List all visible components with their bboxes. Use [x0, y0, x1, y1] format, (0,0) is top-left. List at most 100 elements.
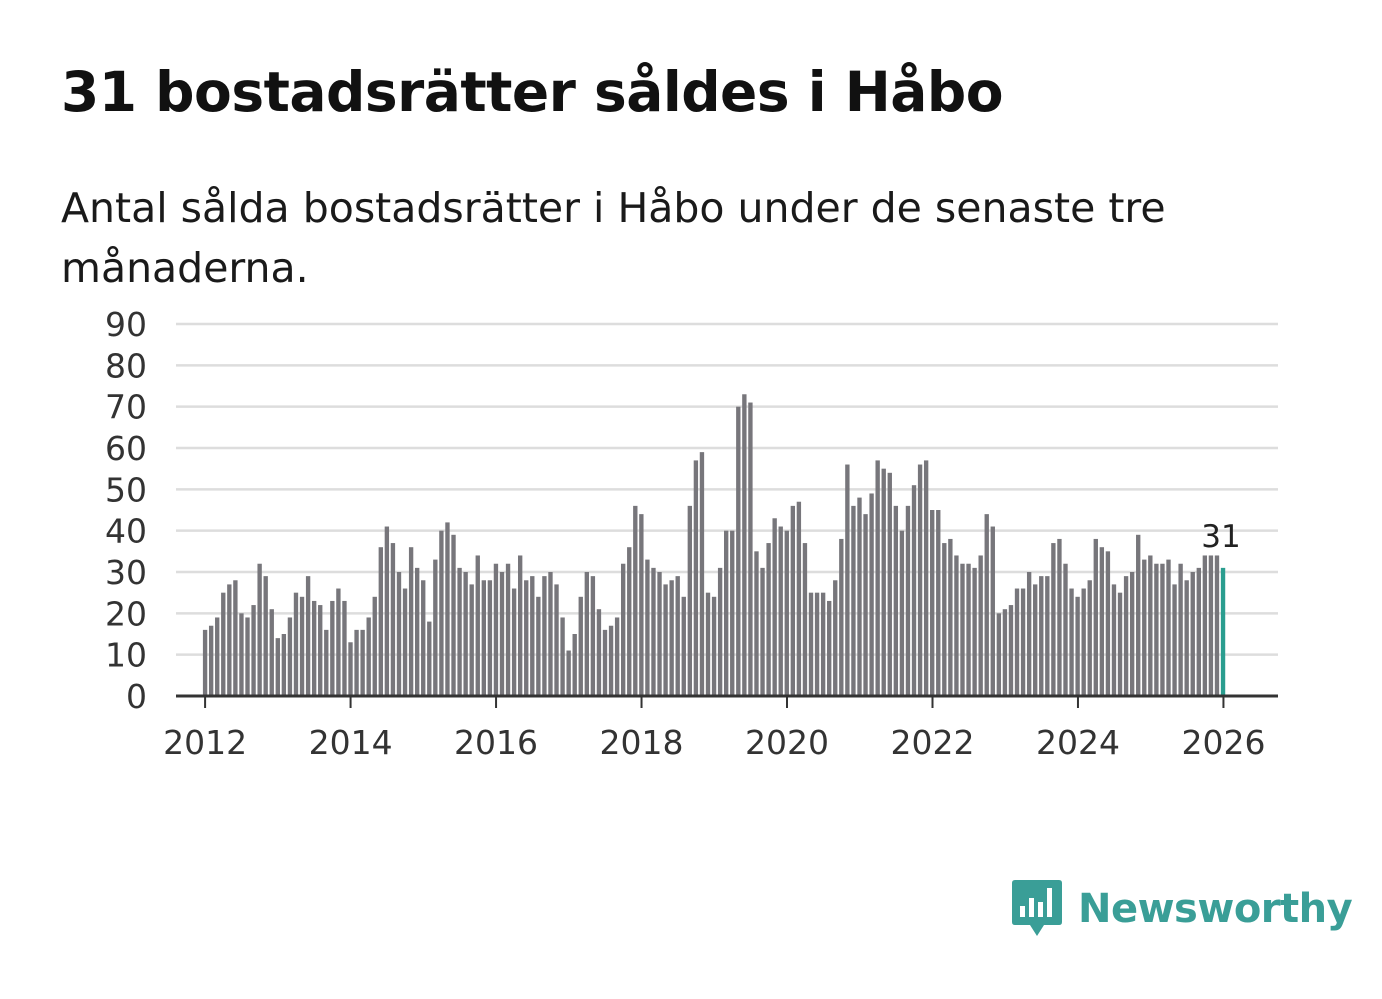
x-axis-ticks: 2012 2014 2016 2018 2020 2022 2024 2026	[163, 696, 1265, 762]
bar-157	[1154, 563, 1159, 696]
bar-23	[342, 600, 347, 696]
bar-39	[439, 530, 444, 696]
y-tick-label-20: 20	[105, 594, 147, 633]
bar-66	[602, 629, 608, 696]
bar-121	[936, 510, 941, 696]
data-labels: 31	[1201, 519, 1240, 555]
bar-60	[566, 650, 571, 696]
bar-69	[621, 563, 626, 696]
bar-58	[554, 584, 559, 696]
bar-97	[790, 505, 796, 696]
x-tick-label-2016: 2016	[454, 723, 538, 762]
bar-99	[802, 543, 808, 696]
bar-highlight	[1220, 567, 1226, 696]
bar-115	[899, 530, 905, 696]
bar-30	[384, 526, 390, 696]
bar-143	[1069, 588, 1074, 696]
bar-31	[390, 543, 396, 696]
bar-20	[324, 629, 329, 696]
newsworthy-logo-icon	[1012, 880, 1062, 936]
chart-subtitle: Antal sålda bostadsrätter i Håbo under d…	[61, 184, 1166, 292]
bar-8	[251, 605, 256, 696]
bar-53	[524, 580, 529, 696]
bar-61	[572, 634, 577, 696]
bar-151	[1117, 592, 1123, 696]
bar-150	[1111, 584, 1117, 696]
bar-0	[202, 629, 208, 696]
bar-122	[942, 543, 947, 696]
bar-160	[1172, 584, 1177, 696]
bar-162	[1184, 580, 1189, 696]
bar-64	[590, 576, 596, 696]
bar-123	[948, 538, 953, 696]
bar-134	[1014, 588, 1020, 696]
bar-18	[311, 600, 317, 696]
bar-16	[299, 596, 305, 696]
bar-104	[833, 580, 838, 696]
y-tick-label-50: 50	[105, 470, 147, 509]
bar-167	[1214, 555, 1220, 696]
bar-49	[499, 572, 505, 696]
bar-81	[693, 460, 699, 696]
bar-38	[433, 559, 438, 696]
bar-68	[614, 617, 620, 696]
bar-77	[669, 580, 674, 696]
bar-87	[730, 530, 735, 696]
bar-156	[1148, 555, 1153, 696]
bar-132	[1002, 609, 1008, 696]
bar-135	[1020, 588, 1026, 696]
bar-125	[960, 563, 965, 696]
bar-57	[548, 572, 553, 696]
bar-144	[1075, 596, 1080, 696]
bar-118	[917, 464, 923, 696]
bar-128	[978, 555, 983, 696]
x-tick-label-2024: 2024	[1036, 723, 1120, 762]
highlight-value-label: 31	[1201, 519, 1240, 555]
bar-12	[275, 638, 280, 696]
bar-91	[754, 551, 759, 696]
bar-145	[1081, 588, 1086, 696]
bar-105	[839, 538, 844, 696]
x-tick-label-2014: 2014	[309, 723, 393, 762]
bar-32	[396, 572, 402, 696]
bar-13	[281, 634, 287, 696]
bar-112	[881, 468, 886, 696]
bar-65	[596, 609, 602, 696]
bar-28	[372, 596, 377, 696]
bar-153	[1129, 572, 1135, 696]
bar-94	[772, 518, 777, 696]
bar-88	[736, 406, 741, 696]
bar-86	[724, 530, 729, 696]
bar-67	[608, 625, 614, 696]
x-tick-label-2022: 2022	[890, 723, 974, 762]
bar-56	[542, 576, 547, 696]
y-tick-label-60: 60	[105, 429, 147, 468]
bar-139	[1045, 576, 1050, 696]
bar-116	[905, 505, 911, 696]
bar-24	[348, 642, 353, 696]
bars	[202, 394, 1226, 696]
bar-106	[845, 464, 850, 696]
bar-100	[808, 592, 814, 696]
bar-22	[336, 588, 341, 696]
bar-9	[257, 563, 262, 696]
bar-25	[354, 629, 359, 696]
bar-149	[1105, 551, 1111, 696]
bar-165	[1202, 555, 1208, 696]
bar-15	[293, 592, 299, 696]
bar-152	[1123, 576, 1129, 696]
bar-7	[245, 617, 250, 696]
bar-48	[493, 563, 499, 696]
y-tick-label-10: 10	[105, 636, 147, 675]
bar-109	[863, 514, 868, 696]
bar-147	[1093, 538, 1098, 696]
bar-92	[760, 567, 765, 696]
x-tick-label-2020: 2020	[745, 723, 829, 762]
bar-110	[869, 493, 874, 696]
bar-96	[784, 530, 789, 696]
bar-4	[227, 584, 232, 696]
bar-120	[930, 510, 935, 696]
x-tick-label-2018: 2018	[600, 723, 684, 762]
bar-161	[1178, 563, 1183, 696]
bar-101	[814, 592, 820, 696]
